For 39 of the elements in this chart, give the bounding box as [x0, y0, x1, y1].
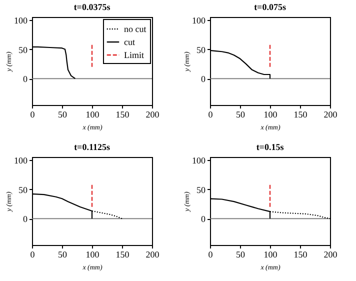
x-tick-label: 50 [58, 110, 68, 120]
chart-title: t=0.15s [256, 142, 284, 152]
y-tick-label: 100 [192, 155, 206, 166]
x-tick-label: 100 [86, 110, 100, 120]
x-tick-label: 50 [236, 250, 246, 260]
x-tick-label: 0 [208, 110, 214, 120]
x-tick-label: 100 [86, 250, 100, 260]
x-tick-label: 0 [30, 110, 36, 120]
x-tick-label: 150 [116, 110, 130, 120]
x-tick-label: 50 [58, 250, 68, 260]
y-tick-label: 0 [23, 74, 28, 84]
x-tick-label: 100 [264, 250, 278, 260]
y-tick-label: 50 [196, 44, 206, 55]
x-tick-label: 150 [116, 250, 130, 260]
legend-label: no cut [124, 24, 147, 34]
x-tick-label: 200 [324, 110, 338, 120]
x-tick-label: 0 [30, 250, 36, 260]
y-tick-label: 50 [18, 44, 28, 55]
legend-label: Limit [124, 50, 144, 60]
chart-title: t=0.075s [254, 2, 286, 12]
x-tick-label: 200 [324, 250, 338, 260]
x-tick-label: 200 [146, 110, 160, 120]
x-tick-label: 150 [294, 250, 308, 260]
y-tick-label: 0 [23, 214, 28, 224]
y-tick-label: 100 [14, 155, 28, 166]
x-tick-label: 0 [208, 250, 214, 260]
y-tick-label: 50 [196, 184, 206, 195]
x-tick-label: 50 [236, 110, 246, 120]
y-tick-label: 0 [201, 214, 206, 224]
y-tick-label: 100 [192, 15, 206, 26]
legend-label: cut [124, 37, 136, 47]
x-tick-label: 150 [294, 110, 308, 120]
y-tick-label: 100 [14, 15, 28, 26]
y-tick-label: 0 [201, 74, 206, 84]
x-tick-label: 200 [146, 250, 160, 260]
chart-title: t=0.0375s [74, 2, 111, 12]
y-tick-label: 50 [18, 184, 28, 195]
chart-title: t=0.1125s [74, 142, 110, 152]
x-tick-label: 100 [264, 110, 278, 120]
